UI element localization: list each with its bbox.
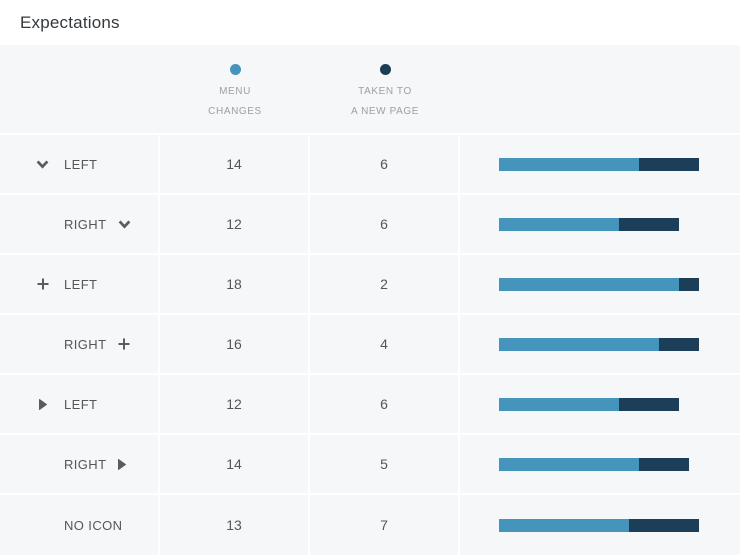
menu-changes-value: 18 xyxy=(160,255,310,313)
menu-changes-value: 12 xyxy=(160,375,310,433)
stacked-bar xyxy=(499,277,699,291)
menu-changes-bar-segment xyxy=(499,217,619,231)
taken-to-new-page-dot-icon xyxy=(379,64,391,75)
row-label-cell: RIGHT xyxy=(0,315,160,373)
menu-changes-bar-segment xyxy=(499,397,619,411)
table-row: RIGHT 12 6 xyxy=(0,195,740,255)
legend-item-taken-to-new-page: TAKEN TO A NEW PAGE xyxy=(310,45,460,133)
row-bar-cell xyxy=(460,195,740,253)
row-bar-cell xyxy=(460,255,740,313)
menu-changes-bar-segment xyxy=(499,277,679,291)
legend-label-line: A NEW PAGE xyxy=(350,106,420,117)
row-bar-cell xyxy=(460,375,740,433)
menu-changes-bar-segment xyxy=(499,457,639,471)
triangle-right-icon xyxy=(118,458,127,470)
taken-to-new-page-bar-segment xyxy=(639,457,689,471)
row-label-cell: RIGHT xyxy=(0,435,160,493)
row-label-cell: LEFT xyxy=(0,135,160,193)
plus-icon xyxy=(118,338,130,350)
taken-to-new-page-bar-segment xyxy=(639,157,699,171)
menu-changes-bar-segment xyxy=(499,157,639,171)
taken-to-new-page-bar-segment xyxy=(619,397,679,411)
table-row: LEFT 18 2 xyxy=(0,255,740,315)
stacked-bar xyxy=(499,337,699,351)
row-label: RIGHT xyxy=(64,336,107,352)
table-row: NO ICON 13 7 xyxy=(0,495,740,555)
row-bar-cell xyxy=(460,435,740,493)
stacked-bar xyxy=(499,457,689,471)
legend-label-line: TAKEN TO xyxy=(358,86,412,97)
menu-changes-value: 16 xyxy=(160,315,310,373)
table-row: RIGHT 14 5 xyxy=(0,435,740,495)
menu-changes-value: 14 xyxy=(160,135,310,193)
taken-to-new-page-value: 6 xyxy=(310,135,460,193)
row-label-cell: RIGHT xyxy=(0,195,160,253)
legend-label-line: MENU xyxy=(219,86,251,97)
triangle-right-icon xyxy=(36,398,49,410)
chart-rows: LEFT 14 6 RIGHT 12 6 LEFT xyxy=(0,135,740,555)
legend: MENU CHANGES TAKEN TO A NEW PAGE xyxy=(0,45,740,135)
table-row: LEFT 12 6 xyxy=(0,375,740,435)
stacked-bar xyxy=(499,518,699,532)
row-label: NO ICON xyxy=(64,517,123,533)
row-label: RIGHT xyxy=(64,216,107,232)
legend-item-menu-changes: MENU CHANGES xyxy=(160,45,310,133)
menu-changes-bar-segment xyxy=(499,337,659,351)
legend-label-taken-to-new-page: TAKEN TO A NEW PAGE xyxy=(351,82,419,122)
table-row: LEFT 14 6 xyxy=(0,135,740,195)
row-bar-cell xyxy=(460,495,740,555)
title-bar: Expectations xyxy=(0,0,740,45)
taken-to-new-page-value: 4 xyxy=(310,315,460,373)
row-label-cell: NO ICON xyxy=(0,495,160,555)
menu-changes-bar-segment xyxy=(499,518,629,532)
stacked-bar xyxy=(499,157,699,171)
chart-panel: MENU CHANGES TAKEN TO A NEW PAGE LEFT 14… xyxy=(0,45,740,555)
row-label: LEFT xyxy=(64,276,98,292)
taken-to-new-page-bar-segment xyxy=(629,518,699,532)
row-label-cell: LEFT xyxy=(0,255,160,313)
row-bar-cell xyxy=(460,135,740,193)
row-label-cell: LEFT xyxy=(0,375,160,433)
taken-to-new-page-bar-segment xyxy=(679,277,699,291)
taken-to-new-page-bar-segment xyxy=(619,217,679,231)
page-title: Expectations xyxy=(20,12,120,32)
taken-to-new-page-value: 6 xyxy=(310,375,460,433)
taken-to-new-page-bar-segment xyxy=(659,337,699,351)
stacked-bar xyxy=(499,217,679,231)
menu-changes-value: 14 xyxy=(160,435,310,493)
chevron-down-icon xyxy=(118,219,131,229)
menu-changes-value: 13 xyxy=(160,495,310,555)
taken-to-new-page-value: 2 xyxy=(310,255,460,313)
plus-icon xyxy=(36,278,49,290)
row-label: RIGHT xyxy=(64,456,107,472)
legend-label-menu-changes: MENU CHANGES xyxy=(208,82,262,122)
menu-changes-dot-icon xyxy=(229,64,241,75)
taken-to-new-page-value: 6 xyxy=(310,195,460,253)
menu-changes-value: 12 xyxy=(160,195,310,253)
table-row: RIGHT 16 4 xyxy=(0,315,740,375)
legend-label-line: CHANGES xyxy=(208,106,262,117)
taken-to-new-page-value: 7 xyxy=(310,495,460,555)
taken-to-new-page-value: 5 xyxy=(310,435,460,493)
row-bar-cell xyxy=(460,315,740,373)
chevron-down-icon xyxy=(36,159,49,169)
row-label: LEFT xyxy=(64,396,98,412)
stacked-bar xyxy=(499,397,679,411)
row-label: LEFT xyxy=(64,156,98,172)
